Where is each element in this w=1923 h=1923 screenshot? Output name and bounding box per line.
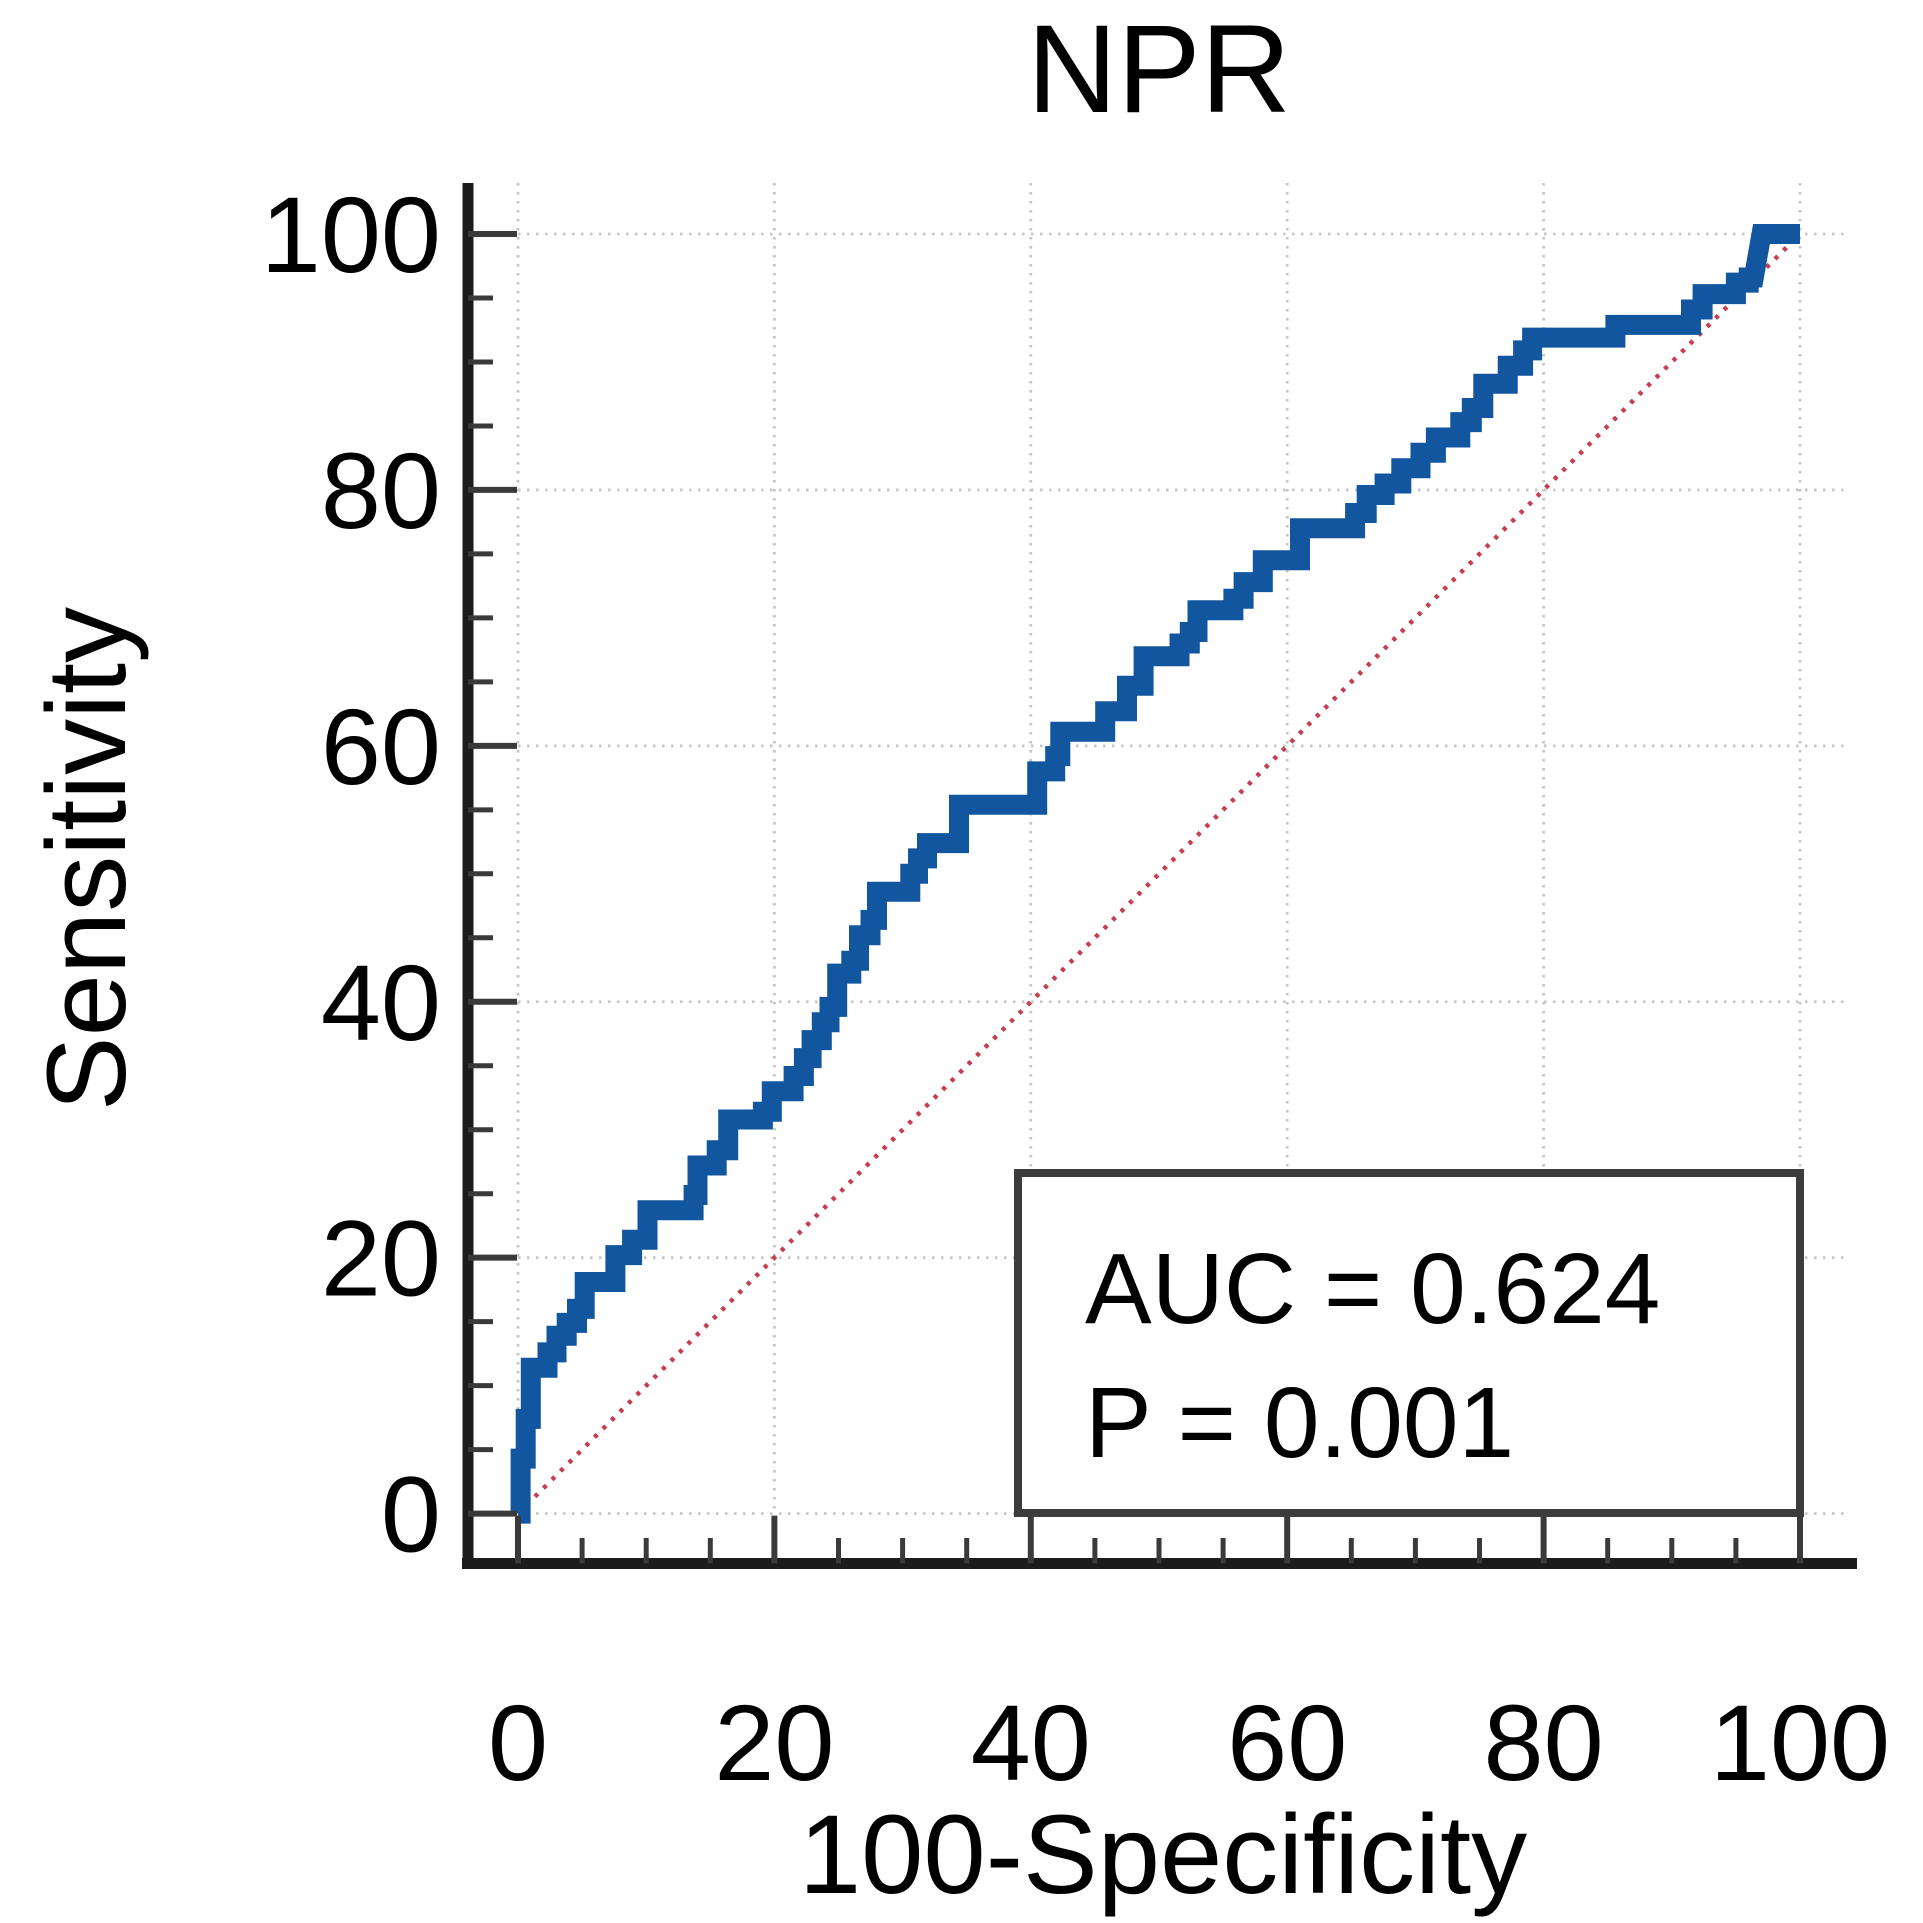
x-tick-label: 100 bbox=[1710, 1682, 1890, 1803]
annotation-p-text: P = 0.001 bbox=[1085, 1367, 1514, 1479]
x-tick-label: 60 bbox=[1227, 1682, 1347, 1803]
auc-annotation: AUC = 0.624 P = 0.001 bbox=[1014, 1169, 1804, 1517]
x-tick-label: 40 bbox=[971, 1682, 1091, 1803]
x-tick-label: 0 bbox=[488, 1682, 548, 1803]
y-tick-label: 0 bbox=[381, 1454, 441, 1575]
annotation-auc-text: AUC = 0.624 bbox=[1085, 1233, 1660, 1345]
x-tick-label: 80 bbox=[1484, 1682, 1604, 1803]
y-tick-label: 80 bbox=[321, 430, 441, 551]
y-tick-label: 20 bbox=[321, 1198, 441, 1319]
y-axis-title: Sensitivity bbox=[24, 607, 149, 1111]
y-tick-label: 100 bbox=[261, 174, 441, 295]
roc-curve-line bbox=[510, 224, 1800, 1524]
axis-ticks bbox=[468, 231, 1803, 1564]
axis-tick-labels: 0 20 40 60 80 100 0 20 40 60 80 100 bbox=[261, 174, 1890, 1803]
x-axis-title: 100-Specificity bbox=[799, 1792, 1527, 1917]
y-tick-label: 60 bbox=[321, 686, 441, 807]
annotation-box bbox=[1014, 1169, 1804, 1517]
y-tick-label: 40 bbox=[321, 942, 441, 1063]
x-tick-label: 20 bbox=[714, 1682, 834, 1803]
reference-diagonal-line bbox=[516, 232, 1802, 1516]
chart-title: NPR bbox=[1027, 0, 1291, 139]
